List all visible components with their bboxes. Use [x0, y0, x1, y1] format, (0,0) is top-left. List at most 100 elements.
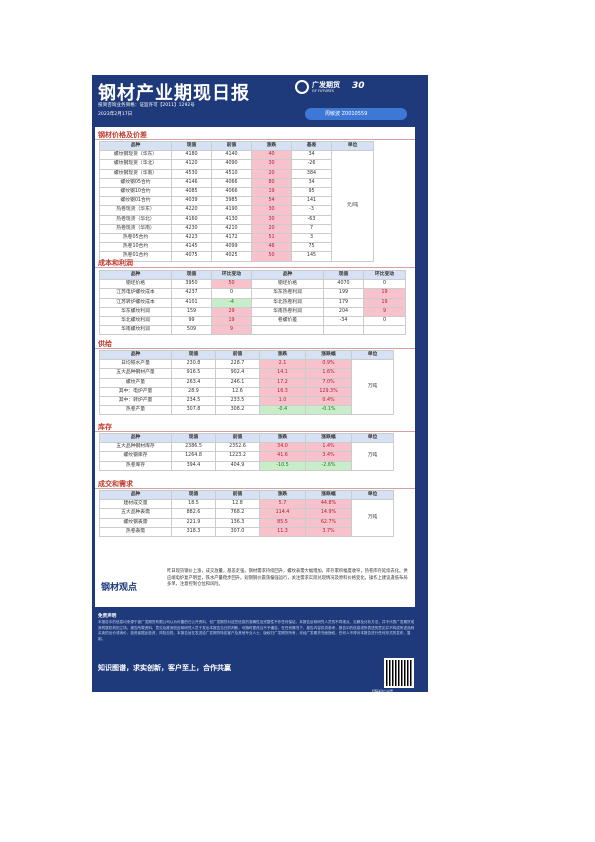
- table-cell: 882.6: [171, 508, 216, 519]
- table-cell: 384: [291, 168, 332, 179]
- table-cell: 318.3: [171, 526, 216, 538]
- table-row: 热卷现货（华北） 4160 4130 30 -63: [99, 214, 374, 225]
- table-cell: 品种: [251, 269, 324, 281]
- table-row: 建材成交量 18.5 12.8 5.7 44.8% 万吨: [99, 499, 394, 538]
- unit-cell: 万吨: [351, 442, 394, 471]
- table-cell: 4220: [171, 205, 212, 216]
- table-cell: 其中：电炉产量: [99, 386, 172, 398]
- disclaimer-text: 本报告中的信息均来源于被广发期货有限公司认为可靠的已公开资料，但广发期货对这些信…: [98, 620, 415, 641]
- table-cell: 95: [291, 187, 332, 198]
- table-cell: 热卷现货（华南）: [99, 223, 172, 235]
- analyst-pill: 周敏波 Z0010559: [305, 108, 407, 120]
- table-cell: 4075: [171, 251, 212, 262]
- table-cell: 75: [291, 242, 332, 253]
- table-cell: 246.1: [215, 377, 260, 388]
- view-title: 钢材观点: [101, 583, 138, 593]
- table-cell: 1.0: [259, 396, 306, 407]
- table-cell: 12.8: [215, 499, 260, 510]
- table-cell: 其中：转炉产量: [99, 396, 172, 407]
- table-cell: 4180: [171, 150, 212, 161]
- table-cell: 涨跌幅: [305, 349, 352, 361]
- table-row: 螺纹钢现货（华南） 4530 4510 20 384: [99, 168, 374, 179]
- table-cell: 涨跌幅: [305, 432, 352, 444]
- table-cell: 7.0%: [305, 377, 352, 388]
- table-cell: 228.7: [215, 359, 260, 370]
- table-cell: 916.5: [171, 368, 216, 379]
- table-cell: [323, 325, 364, 336]
- section-demand-title: 成交和需求: [98, 480, 133, 488]
- table-cell: 51: [251, 233, 292, 244]
- table-cell: 14.9%: [305, 508, 352, 519]
- table-cell: 2352.6: [215, 442, 260, 453]
- table-cell: 1.4%: [305, 442, 352, 453]
- table-cell: 0.9%: [305, 359, 352, 370]
- table-row: 热卷10合约 4145 4099 46 75: [99, 242, 374, 253]
- table-cell: 307.8: [171, 405, 216, 416]
- table-cell: 4099: [211, 242, 252, 253]
- table-cell: 234.5: [171, 396, 216, 407]
- table-cell: 12.6: [215, 386, 260, 398]
- table-row: 江苏转炉螺纹成本 4101 -4 华北热卷利润 179 19: [99, 297, 406, 308]
- table-row: 热卷05合约 4223 4172 51 3: [99, 233, 374, 244]
- table-cell: 54: [251, 196, 292, 207]
- table-cell: 3.4%: [305, 451, 352, 462]
- slogan: 知识图谱，求实创新，客户至上，合作共赢: [98, 664, 231, 672]
- table-cell: 日均铁水产量: [99, 359, 172, 370]
- table-cell: 华南热卷利润: [251, 306, 324, 318]
- table-cell: 0: [211, 288, 252, 299]
- table-row: 钢坯价格 3950 50 钢坯价格 4070 0: [99, 279, 406, 290]
- table-cell: 热卷10合约: [99, 242, 172, 253]
- table-cell: 19: [251, 187, 292, 198]
- qr-caption: 扫码关注公众号: [372, 689, 394, 693]
- table-cell: 热卷现货（华北）: [99, 214, 172, 225]
- table-cell: 41.6: [259, 451, 306, 462]
- table-cell: 9: [211, 325, 252, 336]
- report-date: 2023年2月17日: [98, 112, 133, 117]
- table-cell: 1223.2: [215, 451, 260, 462]
- anniversary-badge: 30: [352, 81, 365, 91]
- table-cell: 现值: [171, 432, 216, 444]
- table-cell: 现值: [171, 349, 216, 361]
- inventory-table: 品种 现值 前值 涨跌 涨跌幅 单位 五大品种钢材库存 2386.5 2352.6 34.0 1.4…: [99, 432, 394, 471]
- table-cell: 现值: [171, 269, 212, 281]
- table-cell: 建材成交量: [99, 499, 172, 510]
- table-cell: 221.9: [171, 517, 216, 528]
- table-cell: 五大品种钢材库存: [99, 442, 172, 453]
- table-cell: 4090: [211, 159, 252, 170]
- table-row: 热卷库存 394.4 404.9 -10.5 -2.6%: [99, 460, 394, 471]
- table-cell: 85.5: [259, 517, 306, 528]
- table-cell: 394.4: [171, 460, 216, 471]
- table-row: 五大品种表需 882.6 768.2 114.4 14.9%: [99, 508, 394, 519]
- table-cell: 28.9: [171, 386, 216, 398]
- table-cell: 江苏电炉螺纹成本: [99, 288, 172, 299]
- view-text: 昨日现货钢价上涨，成交放量，基差走强。钢材需求持续回升，螺纹表需大幅增加，库存累…: [167, 569, 408, 587]
- table-header-row: 品种 现值 环比变动 品种 现值 环比变动: [99, 269, 406, 281]
- table-cell: 涨跌: [251, 140, 292, 152]
- table-row: 热卷01合约 4075 4025 50 145: [99, 251, 374, 262]
- table-cell: 单位: [351, 489, 394, 501]
- table-cell: 0: [363, 316, 406, 327]
- table-cell: 62.7%: [305, 517, 352, 528]
- table-cell: 现值: [323, 269, 364, 281]
- table-cell: 螺纹钢现货（华北）: [99, 159, 172, 170]
- data-source: 数据来源：Wind、Mysteel、富宝资讯、广发期货研究所整理: [98, 600, 213, 605]
- table-cell: 华东螺纹利润: [99, 306, 172, 318]
- table-row: 螺纹钢现货（华北） 4120 4090 30 -26: [99, 159, 374, 170]
- table-row: 其中：电炉产量 28.9 12.6 16.3 129.3%: [99, 386, 394, 398]
- table-cell: 80: [251, 177, 292, 189]
- table-cell: 4530: [171, 168, 212, 179]
- table-cell: 现值: [171, 140, 212, 152]
- table-cell: 前值: [215, 432, 260, 444]
- table-cell: 前值: [215, 489, 260, 501]
- table-cell: 768.2: [215, 508, 260, 519]
- report-header: 钢材产业期现日报 投资咨询业务资格：证监许可【2011】1292号 2023年2…: [92, 75, 428, 127]
- table-cell: 4146: [171, 177, 212, 189]
- divider: [95, 431, 415, 432]
- table-cell: 4101: [171, 297, 212, 308]
- table-cell: 前值: [215, 349, 260, 361]
- table-header-row: 品种 现值 前值 涨跌 基差 单位: [99, 140, 374, 152]
- table-cell: 品种: [99, 349, 172, 361]
- table-cell: 螺纹钢表需: [99, 517, 172, 528]
- table-row: 江苏电炉螺纹成本 4237 0 华东热卷利润 199 19: [99, 288, 406, 299]
- table-cell: 单位: [351, 432, 394, 444]
